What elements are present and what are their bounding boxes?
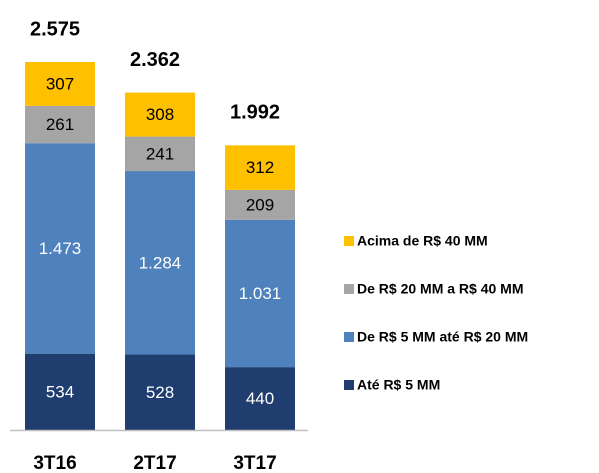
bar-segment bbox=[25, 62, 95, 106]
data-label: 1.473 bbox=[39, 239, 82, 258]
legend-label: Acima de R$ 40 MM bbox=[357, 233, 488, 249]
bar-segment bbox=[125, 171, 195, 355]
legend-swatch bbox=[344, 284, 354, 294]
bar-segment bbox=[125, 92, 195, 137]
bar-segment bbox=[225, 367, 295, 430]
x-tick-label: 3T17 bbox=[233, 453, 276, 473]
bar-segment bbox=[225, 145, 295, 190]
legend-swatch bbox=[344, 236, 354, 246]
bar-segment bbox=[25, 105, 95, 144]
bar-segment bbox=[25, 353, 95, 430]
data-label: 312 bbox=[246, 158, 274, 177]
data-label: 307 bbox=[46, 74, 74, 93]
legend-label: De R$ 5 MM até R$ 20 MM bbox=[357, 329, 528, 345]
bar-segment bbox=[225, 189, 295, 220]
x-tick-label: 2T17 bbox=[133, 453, 176, 473]
total-label: 2.575 bbox=[30, 18, 80, 40]
legend-label: Até R$ 5 MM bbox=[357, 377, 440, 393]
data-label: 1.284 bbox=[139, 253, 182, 272]
bar-segment bbox=[125, 136, 195, 172]
bar-segment bbox=[125, 354, 195, 430]
x-tick-label: 3T16 bbox=[33, 453, 76, 473]
data-label: 261 bbox=[46, 115, 74, 134]
data-label: 1.031 bbox=[239, 284, 282, 303]
data-label: 528 bbox=[146, 383, 174, 402]
data-label: 440 bbox=[246, 389, 274, 408]
bar-segment bbox=[25, 143, 95, 354]
data-label: 308 bbox=[146, 105, 174, 124]
data-label: 241 bbox=[146, 144, 174, 163]
legend-swatch bbox=[344, 380, 354, 390]
total-label: 1.992 bbox=[230, 102, 280, 124]
bar-segment bbox=[225, 219, 295, 368]
data-label: 209 bbox=[246, 195, 274, 214]
total-label: 2.362 bbox=[130, 49, 180, 71]
legend-swatch bbox=[344, 332, 354, 342]
legend-label: De R$ 20 MM a R$ 40 MM bbox=[357, 281, 524, 297]
data-label: 534 bbox=[46, 382, 74, 401]
